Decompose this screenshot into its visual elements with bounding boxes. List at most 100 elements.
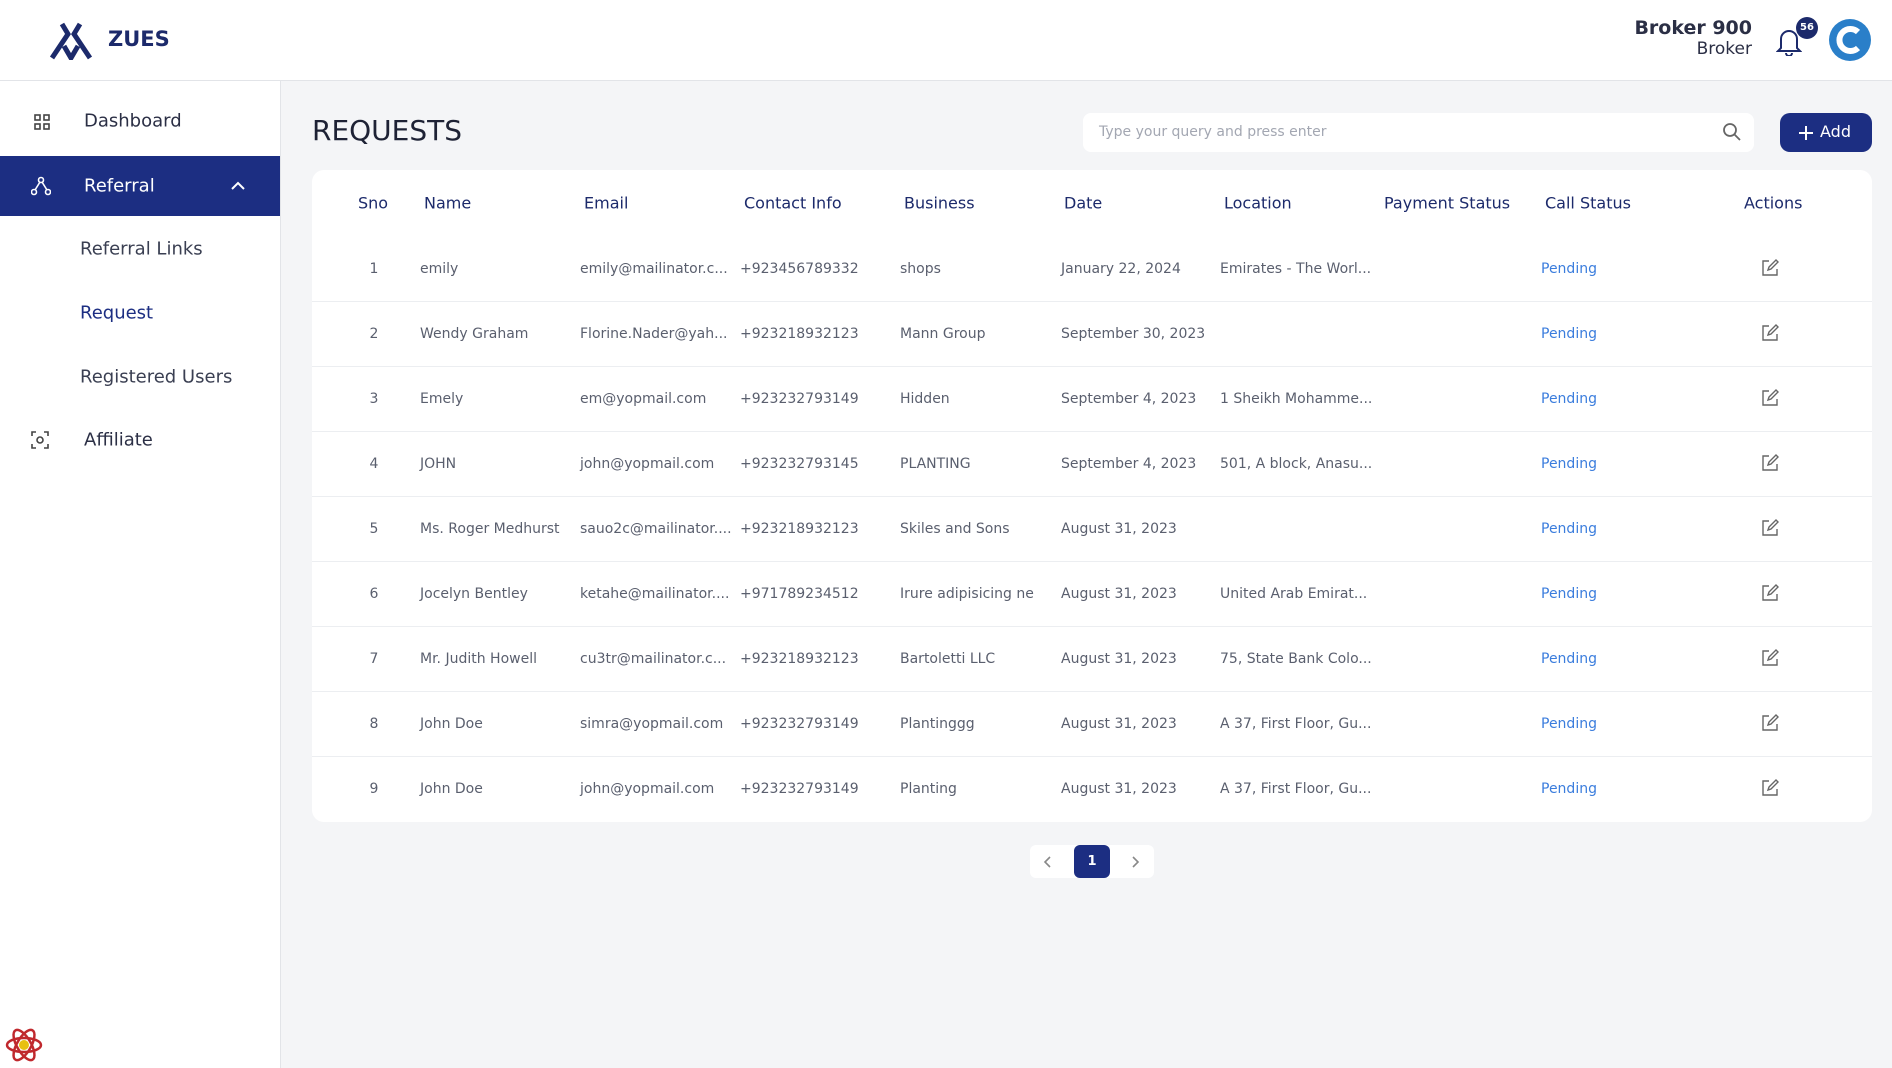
cell-date: August 31, 2023 <box>1061 586 1177 602</box>
cell-call-status: Pending <box>1541 261 1597 277</box>
cell-sno: 8 <box>369 716 379 732</box>
prev-page[interactable] <box>1041 855 1055 869</box>
cell-name: Emely <box>420 391 464 407</box>
edit-icon[interactable] <box>1761 519 1779 541</box>
cell-location: A 37, First Floor, Gu... <box>1220 781 1372 797</box>
edit-icon[interactable] <box>1761 259 1779 281</box>
cell-email: john@yopmail.com <box>580 781 715 797</box>
row-divider <box>312 366 1872 367</box>
column-header: Email <box>584 193 629 213</box>
cell-name: John Doe <box>420 716 483 732</box>
next-page[interactable] <box>1128 855 1142 869</box>
sub-nav-item[interactable]: Referral Links <box>80 238 203 260</box>
cell-sno: 6 <box>369 586 379 602</box>
cell-sno: 9 <box>369 781 379 797</box>
cell-date: August 31, 2023 <box>1061 521 1177 537</box>
row-divider <box>312 756 1872 757</box>
search-icon[interactable] <box>1722 122 1742 142</box>
logo <box>50 22 92 60</box>
cell-business: Plantinggg <box>900 716 975 732</box>
cell-date: August 31, 2023 <box>1061 716 1177 732</box>
cell-business: Skiles and Sons <box>900 521 1010 537</box>
cell-business: Bartoletti LLC <box>900 651 996 667</box>
cell-name: Wendy Graham <box>420 326 529 342</box>
edit-icon[interactable] <box>1761 324 1779 346</box>
add-label[interactable]: Add <box>1820 122 1851 141</box>
cell-business: PLANTING <box>900 456 971 472</box>
column-header: Business <box>904 193 975 213</box>
nav-item[interactable]: Dashboard <box>84 110 182 132</box>
cell-name: emily <box>420 261 459 277</box>
cell-contact: +971789234512 <box>740 586 859 602</box>
bell-icon[interactable] <box>1776 26 1802 56</box>
edit-icon[interactable] <box>1761 714 1779 736</box>
plus-icon <box>1799 126 1813 140</box>
cell-date: January 22, 2024 <box>1061 261 1181 277</box>
cell-business: Planting <box>900 781 957 797</box>
nav-item[interactable]: Affiliate <box>84 429 153 451</box>
cell-call-status: Pending <box>1541 651 1597 667</box>
sidebar: Dashboard Referral Referral Links Reques… <box>0 81 281 1068</box>
cell-name: Ms. Roger Medhurst <box>420 521 560 537</box>
cell-date: September 4, 2023 <box>1061 456 1197 472</box>
cell-business: Hidden <box>900 391 950 407</box>
column-header: Name <box>424 193 472 213</box>
page-number[interactable]: 1 <box>1074 845 1110 878</box>
page-title: REQUESTS <box>312 114 463 147</box>
column-header: Contact Info <box>744 193 842 213</box>
cell-contact: +923218932123 <box>740 521 859 537</box>
search-box[interactable] <box>1083 113 1754 152</box>
cell-call-status: Pending <box>1541 716 1597 732</box>
sub-nav-item[interactable]: Request <box>80 302 154 324</box>
cell-sno: 4 <box>369 456 379 472</box>
row-divider <box>312 626 1872 627</box>
add-button[interactable] <box>1780 113 1872 152</box>
cell-call-status: Pending <box>1541 326 1597 342</box>
nav-active[interactable] <box>0 156 280 216</box>
chevron <box>231 181 245 190</box>
cell-email: sauo2c@mailinator.... <box>580 521 732 537</box>
column-header: Actions <box>1744 193 1803 213</box>
row-divider <box>312 561 1872 562</box>
sub-nav-item[interactable]: Registered Users <box>80 366 233 388</box>
edit-icon[interactable] <box>1761 389 1779 411</box>
cell-business: Irure adipisicing ne <box>900 586 1034 602</box>
column-header: Payment Status <box>1384 193 1511 213</box>
cell-name: John Doe <box>420 781 483 797</box>
edit-icon[interactable] <box>1761 584 1779 606</box>
cell-call-status: Pending <box>1541 391 1597 407</box>
cell-date: September 30, 2023 <box>1061 326 1206 342</box>
cell-business: shops <box>900 261 941 277</box>
cell-date: August 31, 2023 <box>1061 781 1177 797</box>
cell-location: Emirates - The Worl... <box>1220 261 1372 277</box>
cell-call-status: Pending <box>1541 586 1597 602</box>
cell-call-status: Pending <box>1541 456 1597 472</box>
cell-sno: 5 <box>369 521 379 537</box>
edit-icon[interactable] <box>1761 779 1779 801</box>
cell-location: United Arab Emirat... <box>1220 586 1368 602</box>
cell-location: 501, A block, Anasu... <box>1220 456 1373 472</box>
avatar[interactable] <box>1828 18 1872 62</box>
cell-contact: +923232793149 <box>740 781 859 797</box>
nav-item[interactable]: Referral <box>84 175 155 197</box>
row-divider <box>312 496 1872 497</box>
brand: ZUES <box>108 27 170 51</box>
cell-email: cu3tr@mailinator.c... <box>580 651 727 667</box>
edit-icon[interactable] <box>1761 649 1779 671</box>
user-role: Broker <box>1696 39 1752 59</box>
cell-email: em@yopmail.com <box>580 391 707 407</box>
edit-icon[interactable] <box>1761 454 1779 476</box>
cell-name: Mr. Judith Howell <box>420 651 537 667</box>
referral-icon <box>31 176 51 196</box>
cell-contact: +923218932123 <box>740 326 859 342</box>
row-divider <box>312 691 1872 692</box>
row-divider <box>312 431 1872 432</box>
notification-badge: 56 <box>1796 17 1818 39</box>
cell-email: john@yopmail.com <box>580 456 715 472</box>
react-icon <box>5 1028 43 1062</box>
cell-date: August 31, 2023 <box>1061 651 1177 667</box>
cell-email: simra@yopmail.com <box>580 716 724 732</box>
cell-sno: 1 <box>369 261 379 277</box>
cell-email: ketahe@mailinator.... <box>580 586 730 602</box>
